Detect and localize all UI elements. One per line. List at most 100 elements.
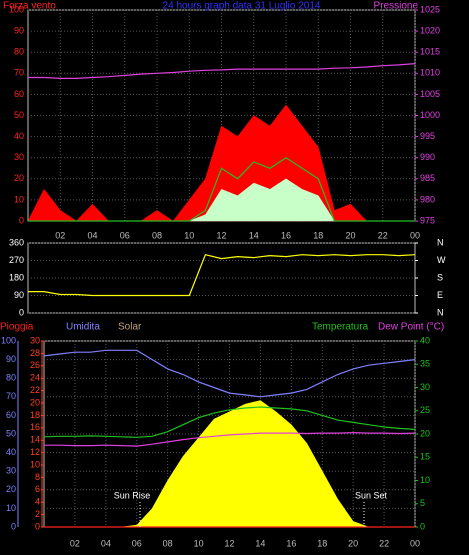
x-tick-label: 00	[410, 538, 420, 548]
y2-axis-label: Pressione	[374, 1, 419, 12]
y-tick-label: 1010	[420, 68, 440, 78]
x-tick-label: 06	[120, 230, 130, 240]
y-tick-label: 14	[30, 435, 40, 445]
y-tick-label: 30	[30, 335, 40, 345]
y-tick-label: 980	[420, 194, 435, 204]
x-tick-label: 04	[87, 230, 97, 240]
y-tick-label: 10	[6, 503, 16, 513]
y-tick-label: 90	[6, 354, 16, 364]
y-tick-label: 0	[19, 215, 24, 225]
y-tick-label: 985	[420, 173, 435, 183]
series-area	[27, 104, 415, 222]
y-tick-label: 20	[30, 397, 40, 407]
y-tick-label: 20	[14, 173, 24, 183]
y-tick-label: 20	[6, 484, 16, 494]
y-tick-label: S	[437, 272, 443, 282]
legend-label: Temperatura	[312, 322, 369, 333]
x-tick-label: 06	[132, 538, 142, 548]
y-tick-label: 12	[30, 447, 40, 457]
y-tick-label: N	[437, 237, 444, 247]
x-tick-label: 08	[163, 538, 173, 548]
x-tick-label: 12	[224, 538, 234, 548]
series-line	[28, 253, 416, 297]
x-tick-label: 16	[286, 538, 296, 548]
y-tick-label: 2	[35, 509, 40, 519]
x-tick-label: 10	[194, 538, 204, 548]
y-tick-label: 80	[14, 47, 24, 57]
y-tick-label: 180	[9, 272, 24, 282]
y-tick-label: 35	[420, 359, 430, 369]
y-tick-label: 270	[9, 255, 24, 265]
x-tick-label: 16	[281, 230, 291, 240]
y-tick-label: 1015	[420, 47, 440, 57]
y-tick-label: 50	[14, 110, 24, 120]
y-tick-label: 10	[14, 194, 24, 204]
y-tick-label: 975	[420, 215, 435, 225]
x-tick-label: 02	[55, 230, 65, 240]
y-tick-label: 80	[6, 373, 16, 383]
x-tick-label: 18	[313, 230, 323, 240]
x-tick-label: 02	[70, 538, 80, 548]
x-tick-label: 18	[317, 538, 327, 548]
series-line	[28, 63, 416, 79]
y-tick-label: 10	[420, 475, 430, 485]
legend-label: Solar	[118, 322, 142, 333]
x-tick-label: 04	[101, 538, 111, 548]
y-tick-label: 1000	[420, 110, 440, 120]
y-tick-label: N	[437, 307, 444, 317]
y-tick-label: 0	[35, 521, 40, 531]
y-tick-label: 25	[420, 405, 430, 415]
series-line	[44, 431, 416, 447]
y-tick-label: 70	[14, 68, 24, 78]
y-tick-label: 360	[9, 237, 24, 247]
x-tick-label: 08	[152, 230, 162, 240]
y-tick-label: 20	[420, 428, 430, 438]
y-tick-label: 16	[30, 422, 40, 432]
x-tick-label: 10	[184, 230, 194, 240]
legend-label: Dew Point (°C)	[378, 322, 444, 333]
y-tick-label: 5	[420, 498, 425, 508]
y-tick-label: 40	[14, 131, 24, 141]
series-line	[43, 406, 416, 438]
y-tick-label: 990	[420, 152, 435, 162]
y-tick-label: 1025	[420, 4, 440, 14]
y-tick-label: 60	[14, 89, 24, 99]
y-tick-label: 0	[11, 521, 16, 531]
y-tick-label: 0	[420, 521, 425, 531]
x-tick-label: 12	[216, 230, 226, 240]
chart-title: 24 hours graph data 31 Luglio 2014	[163, 1, 321, 12]
y-tick-label: 18	[30, 410, 40, 420]
x-tick-label: 20	[345, 230, 355, 240]
y-tick-label: 4	[35, 497, 40, 507]
x-tick-label: 22	[378, 230, 388, 240]
y-tick-label: 28	[30, 348, 40, 358]
annotation: Sun Rise	[114, 490, 151, 500]
y-tick-label: 0	[19, 307, 24, 317]
y-tick-label: 100	[9, 4, 24, 14]
y-tick-label: 90	[14, 290, 24, 300]
y-tick-label: 1005	[420, 89, 440, 99]
legend-label: Umidita	[66, 322, 100, 333]
y-tick-label: 40	[420, 335, 430, 345]
y-tick-label: 6	[35, 484, 40, 494]
series-line	[43, 349, 416, 398]
legend-label: Pioggia	[0, 322, 34, 333]
y-tick-label: 60	[6, 410, 16, 420]
y-tick-label: 50	[6, 428, 16, 438]
y-tick-label: 100	[1, 335, 16, 345]
y-tick-label: 30	[420, 382, 430, 392]
x-tick-label: 22	[379, 538, 389, 548]
y-tick-label: 22	[30, 385, 40, 395]
series-line	[28, 156, 415, 222]
annotation: Sun Set	[355, 490, 388, 500]
y-tick-label: 8	[35, 472, 40, 482]
y-tick-label: 40	[6, 447, 16, 457]
y-axis-label: Forza vento	[3, 1, 56, 12]
y-tick-label: 1020	[420, 25, 440, 35]
y-tick-label: 24	[30, 373, 40, 383]
x-tick-label: 14	[249, 230, 259, 240]
y-tick-label: 30	[6, 466, 16, 476]
y-tick-label: 10	[30, 459, 40, 469]
